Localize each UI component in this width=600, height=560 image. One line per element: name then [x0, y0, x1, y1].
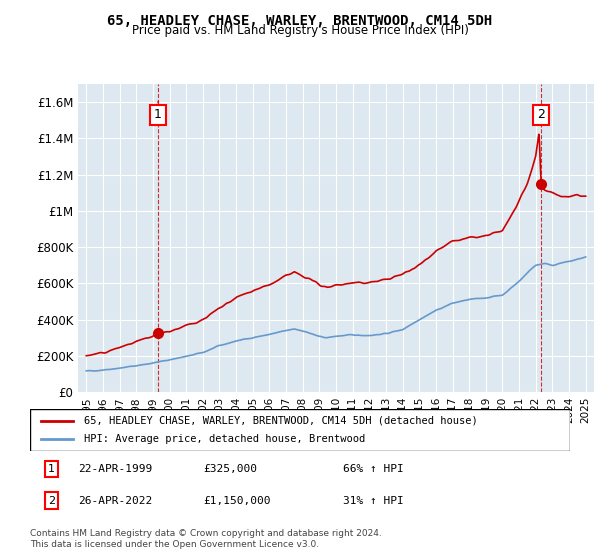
Text: 26-APR-2022: 26-APR-2022 [79, 496, 153, 506]
Text: 2: 2 [48, 496, 55, 506]
Text: £1,150,000: £1,150,000 [203, 496, 271, 506]
Text: 66% ↑ HPI: 66% ↑ HPI [343, 464, 404, 474]
Text: HPI: Average price, detached house, Brentwood: HPI: Average price, detached house, Bren… [84, 434, 365, 444]
Text: 31% ↑ HPI: 31% ↑ HPI [343, 496, 404, 506]
Text: 1: 1 [154, 108, 162, 122]
Text: 2: 2 [537, 108, 545, 122]
Text: 65, HEADLEY CHASE, WARLEY, BRENTWOOD, CM14 5DH: 65, HEADLEY CHASE, WARLEY, BRENTWOOD, CM… [107, 14, 493, 28]
Text: 65, HEADLEY CHASE, WARLEY, BRENTWOOD, CM14 5DH (detached house): 65, HEADLEY CHASE, WARLEY, BRENTWOOD, CM… [84, 416, 478, 426]
Text: 22-APR-1999: 22-APR-1999 [79, 464, 153, 474]
Text: 1: 1 [48, 464, 55, 474]
Text: Contains HM Land Registry data © Crown copyright and database right 2024.
This d: Contains HM Land Registry data © Crown c… [30, 529, 382, 549]
Text: Price paid vs. HM Land Registry's House Price Index (HPI): Price paid vs. HM Land Registry's House … [131, 24, 469, 37]
Text: £325,000: £325,000 [203, 464, 257, 474]
FancyBboxPatch shape [30, 409, 570, 451]
